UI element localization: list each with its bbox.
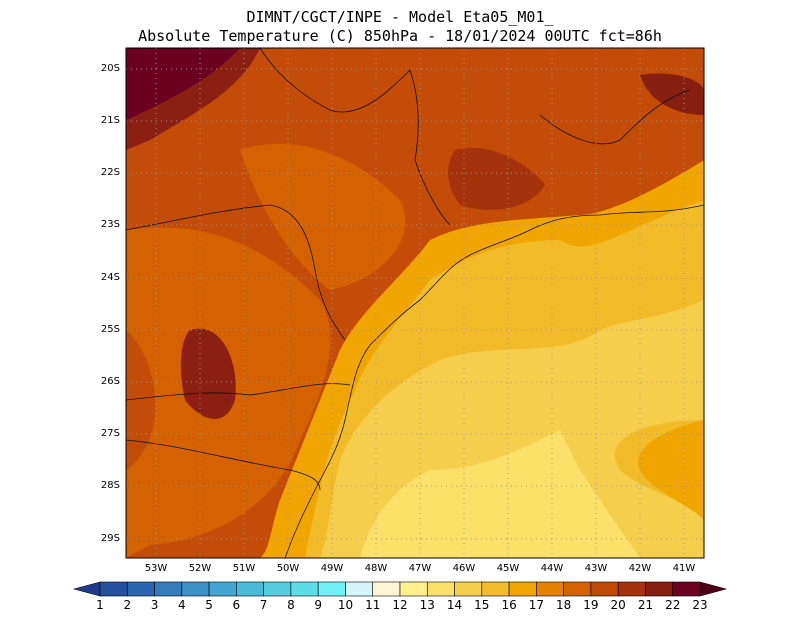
colorbar-tick-label: 18	[555, 598, 572, 612]
lon-label: 48W	[364, 563, 388, 574]
colorbar-tick-label: 22	[665, 598, 681, 612]
colorbar-box	[481, 581, 510, 597]
lon-label: 47W	[408, 563, 432, 574]
chart-title: DIMNT/CGCT/INPE - Model Eta05_M01_	[246, 8, 554, 26]
colorbar-box	[426, 581, 455, 597]
lon-label: 45W	[496, 563, 520, 574]
lon-label: 42W	[628, 563, 652, 574]
colorbar-tick-label: 4	[177, 598, 186, 612]
colorbar	[72, 581, 728, 597]
lat-label: 24S	[100, 272, 120, 283]
colorbar-box	[617, 581, 646, 597]
colorbar-tick-label: 13	[419, 598, 435, 612]
colorbar-tick-label: 21	[637, 598, 654, 612]
colorbar-tick-label: 17	[528, 598, 544, 612]
colorbar-box	[290, 581, 319, 597]
colorbar-box	[317, 581, 346, 597]
colorbar-box	[508, 581, 537, 597]
colorbar-tick-label: 12	[392, 598, 408, 612]
lon-label: 43W	[584, 563, 608, 574]
lon-label: 52W	[188, 563, 212, 574]
lat-label: 27S	[100, 428, 120, 439]
colorbar-tick-label: 19	[583, 598, 599, 612]
temperature-field	[126, 48, 704, 558]
colorbar-tick-label: 2	[123, 598, 132, 612]
colorbar-tick-label: 3	[150, 598, 159, 612]
lat-label: 23S	[100, 219, 120, 230]
lon-label: 53W	[144, 563, 168, 574]
lat-label: 25S	[100, 324, 120, 335]
lat-label: 29S	[100, 533, 120, 544]
lat-label: 22S	[100, 167, 120, 178]
colorbar-box	[126, 581, 155, 597]
colorbar-box	[99, 581, 128, 597]
colorbar-box	[645, 581, 674, 597]
colorbar-tick-label: 14	[446, 598, 463, 612]
lat-label: 20S	[100, 63, 120, 74]
lon-label: 46W	[452, 563, 476, 574]
lat-label: 26S	[100, 376, 120, 387]
colorbar-box	[208, 581, 237, 597]
colorbar-box	[454, 581, 483, 597]
colorbar-box	[181, 581, 210, 597]
colorbar-box	[563, 581, 592, 597]
colorbar-tick-label: 7	[259, 598, 268, 612]
colorbar-arrow-high	[699, 581, 728, 597]
colorbar-box	[236, 581, 264, 597]
lon-label: 41W	[672, 563, 696, 574]
colorbar-box	[154, 581, 183, 597]
colorbar-box	[399, 581, 428, 597]
colorbar-tick-label: 11	[365, 598, 381, 612]
colorbar-box	[345, 581, 374, 597]
colorbar-tick-label: 23	[692, 598, 708, 612]
lat-label: 21S	[100, 115, 120, 126]
colorbar-box	[672, 581, 701, 597]
graticule	[126, 48, 704, 558]
chart-subtitle: Absolute Temperature (C) 850hPa - 18/01/…	[138, 27, 662, 45]
lon-label: 49W	[320, 563, 344, 574]
lon-label: 44W	[540, 563, 564, 574]
colorbar-tick-label: 8	[287, 598, 295, 612]
lat-label: 28S	[100, 480, 120, 491]
colorbar-box	[372, 581, 401, 597]
colorbar-tick-label: 6	[232, 598, 241, 612]
colorbar-box	[590, 581, 619, 597]
colorbar-tick-label: 10	[337, 598, 354, 612]
colorbar-tick-label: 9	[314, 598, 322, 612]
colorbar-tick-label: 16	[501, 598, 517, 612]
lon-label: 50W	[276, 563, 300, 574]
colorbar-box	[263, 581, 292, 597]
map-frame	[125, 47, 705, 559]
colorbar-box	[536, 581, 564, 597]
colorbar-tick-label: 5	[205, 598, 213, 612]
colorbar-tick-label: 1	[96, 598, 104, 612]
colorbar-arrow-low	[72, 581, 101, 597]
lon-label: 51W	[232, 563, 256, 574]
colorbar-tick-label: 20	[610, 598, 626, 612]
colorbar-tick-label: 15	[474, 598, 490, 612]
